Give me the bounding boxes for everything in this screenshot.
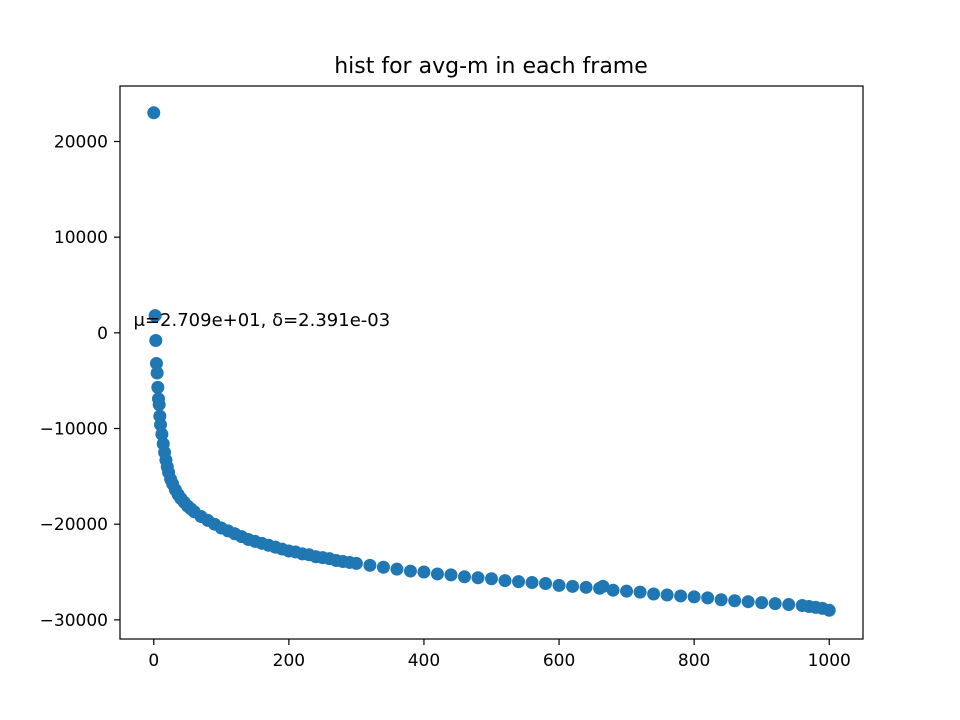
data-point	[390, 562, 404, 576]
plot-frame	[119, 85, 864, 640]
data-point	[714, 593, 728, 607]
data-point	[687, 590, 701, 604]
data-point	[647, 587, 661, 601]
data-point	[768, 597, 782, 611]
data-point	[539, 577, 553, 591]
y-tick-label: 20000	[54, 132, 108, 152]
data-point	[822, 603, 836, 617]
data-point	[755, 596, 769, 610]
data-point	[566, 579, 580, 593]
data-point	[417, 565, 431, 579]
data-point	[620, 584, 634, 598]
x-tick-label: 1000	[808, 651, 851, 671]
chart-title: hist for avg-m in each frame	[334, 54, 648, 79]
data-point	[149, 356, 163, 370]
data-point	[498, 574, 512, 588]
stats-annotation: μ=2.709e+01, δ=2.391e-03	[134, 310, 391, 331]
x-tick-label: 600	[543, 651, 575, 671]
data-point	[150, 366, 164, 380]
data-point	[149, 333, 163, 347]
data-point	[152, 398, 166, 412]
data-point	[148, 309, 162, 323]
data-point	[741, 595, 755, 609]
x-tick-label: 800	[678, 651, 710, 671]
y-tick-label: 10000	[54, 228, 108, 248]
x-axis: 0 200 400 600 800 1000	[148, 639, 851, 671]
data-point	[147, 106, 161, 120]
data-point	[512, 575, 526, 589]
data-point	[633, 585, 647, 599]
y-tick-label: −10000	[40, 420, 108, 440]
data-point	[349, 556, 363, 570]
data-point	[155, 427, 169, 441]
data-point	[606, 583, 620, 597]
data-point	[525, 576, 539, 590]
x-tick-label: 400	[408, 651, 440, 671]
y-axis: −30000 −20000 −10000 0 10000 20000	[40, 132, 120, 631]
y-tick-label: −20000	[40, 515, 108, 535]
data-point	[485, 572, 498, 586]
data-point	[471, 571, 485, 585]
y-tick-label: −30000	[40, 611, 108, 631]
data-point	[430, 567, 444, 581]
x-tick-label: 200	[273, 651, 305, 671]
data-point	[457, 570, 471, 584]
data-point	[151, 380, 165, 394]
data-points	[147, 106, 836, 617]
data-point	[444, 568, 458, 582]
data-point	[782, 598, 796, 612]
data-point	[660, 588, 674, 602]
data-point	[674, 589, 688, 603]
data-point	[154, 418, 168, 432]
data-point	[363, 558, 377, 572]
data-point	[403, 564, 417, 578]
data-point	[728, 594, 742, 608]
data-point	[376, 560, 390, 574]
x-tick-label: 0	[148, 651, 159, 671]
data-point	[552, 578, 566, 592]
y-tick-label: 0	[97, 324, 108, 344]
data-point	[596, 579, 610, 593]
data-point	[579, 580, 593, 594]
data-point	[701, 591, 715, 605]
